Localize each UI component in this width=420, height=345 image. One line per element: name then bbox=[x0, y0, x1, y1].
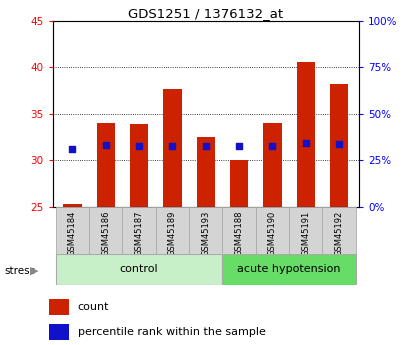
FancyBboxPatch shape bbox=[56, 254, 223, 285]
Text: GSM45189: GSM45189 bbox=[168, 211, 177, 256]
Text: acute hypotension: acute hypotension bbox=[237, 264, 341, 274]
Text: GSM45192: GSM45192 bbox=[335, 211, 344, 256]
Title: GDS1251 / 1376132_at: GDS1251 / 1376132_at bbox=[128, 7, 284, 20]
Point bbox=[302, 140, 309, 146]
FancyBboxPatch shape bbox=[156, 207, 189, 254]
FancyBboxPatch shape bbox=[256, 207, 289, 254]
Text: GSM45187: GSM45187 bbox=[135, 211, 144, 256]
Text: ▶: ▶ bbox=[30, 266, 39, 276]
Point bbox=[136, 144, 142, 149]
Point bbox=[169, 143, 176, 148]
Bar bbox=[63, 204, 81, 207]
Text: GSM45184: GSM45184 bbox=[68, 211, 77, 256]
FancyBboxPatch shape bbox=[289, 207, 323, 254]
Point bbox=[202, 144, 209, 149]
Point bbox=[269, 143, 276, 149]
Bar bbox=[230, 160, 248, 207]
Text: GSM45188: GSM45188 bbox=[235, 211, 244, 256]
Point bbox=[102, 142, 109, 148]
Text: percentile rank within the sample: percentile rank within the sample bbox=[78, 327, 265, 337]
FancyBboxPatch shape bbox=[56, 207, 89, 254]
Text: control: control bbox=[120, 264, 158, 274]
FancyBboxPatch shape bbox=[123, 207, 156, 254]
Bar bbox=[49, 324, 69, 340]
Bar bbox=[297, 62, 315, 207]
Point bbox=[69, 146, 76, 152]
Text: GSM45186: GSM45186 bbox=[101, 211, 110, 256]
FancyBboxPatch shape bbox=[189, 207, 223, 254]
Bar bbox=[49, 299, 69, 315]
FancyBboxPatch shape bbox=[89, 207, 123, 254]
Bar bbox=[197, 137, 215, 207]
Text: GSM45191: GSM45191 bbox=[301, 211, 310, 256]
FancyBboxPatch shape bbox=[323, 207, 356, 254]
Bar bbox=[263, 123, 282, 207]
FancyBboxPatch shape bbox=[223, 207, 256, 254]
Bar bbox=[97, 123, 115, 207]
Text: count: count bbox=[78, 302, 109, 312]
Text: GSM45190: GSM45190 bbox=[268, 211, 277, 256]
Point bbox=[236, 144, 242, 149]
Bar bbox=[163, 89, 181, 207]
FancyBboxPatch shape bbox=[223, 254, 356, 285]
Bar bbox=[330, 84, 348, 207]
Bar bbox=[130, 124, 148, 207]
Point bbox=[336, 141, 342, 146]
Text: stress: stress bbox=[4, 266, 35, 276]
Text: GSM45193: GSM45193 bbox=[201, 211, 210, 256]
